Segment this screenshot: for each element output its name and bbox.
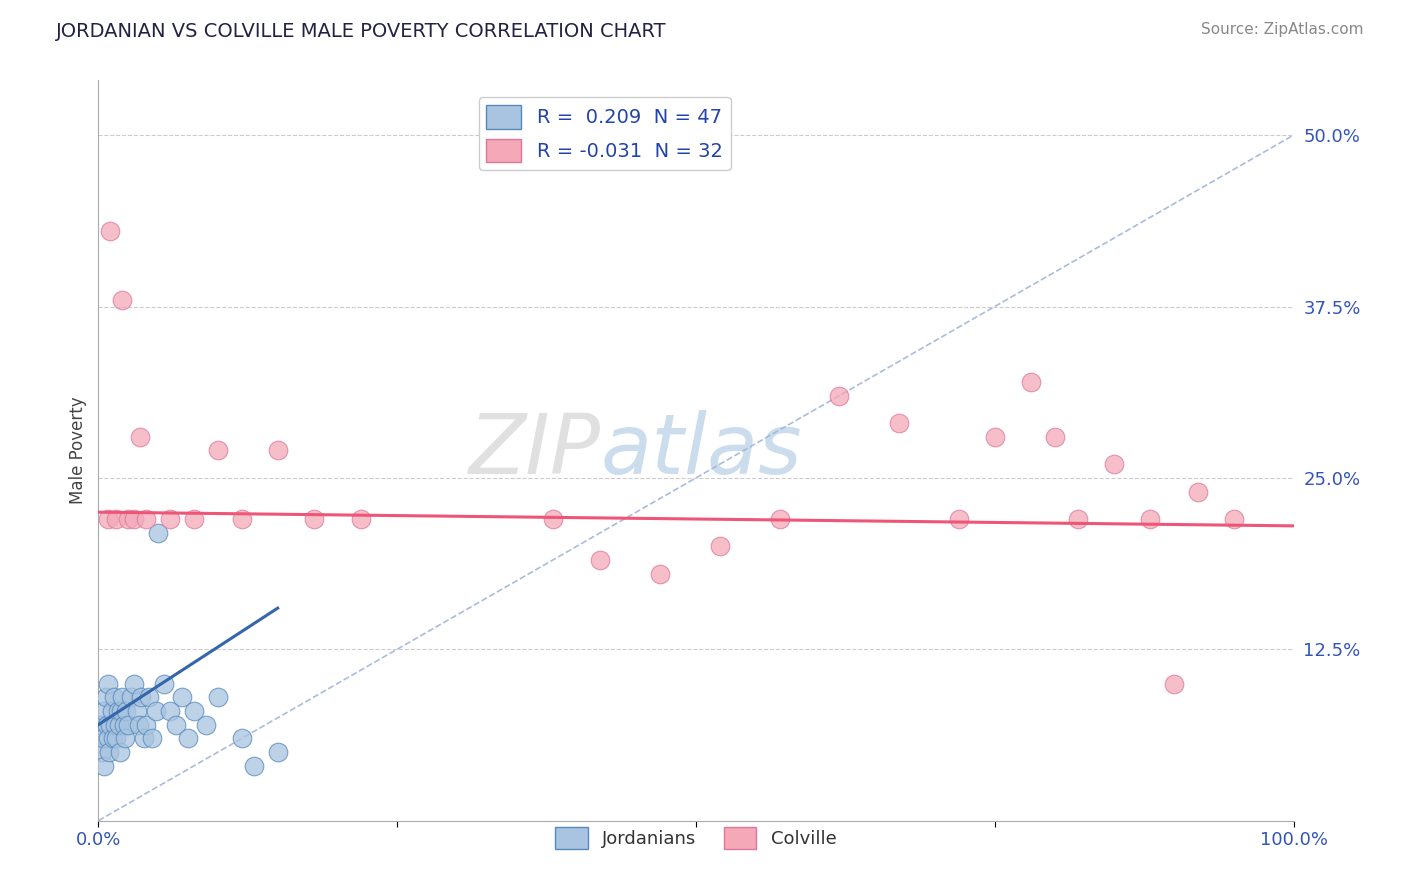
Point: [120, 690, 142, 705]
Point: [828, 389, 851, 403]
Legend: Jordanians, Colville: Jordanians, Colville: [548, 820, 844, 856]
Point: [91, 745, 114, 759]
Point: [125, 704, 148, 718]
Point: [207, 690, 229, 705]
Point: [93, 759, 115, 773]
Point: [124, 512, 146, 526]
Text: ZIP: ZIP: [468, 410, 600, 491]
Point: [117, 717, 139, 731]
Point: [183, 512, 205, 526]
Point: [231, 731, 253, 746]
Point: [267, 443, 290, 458]
Point: [98, 717, 122, 731]
Point: [93, 704, 115, 718]
Point: [98, 224, 122, 238]
Point: [112, 717, 135, 731]
Point: [138, 690, 160, 705]
Point: [1104, 457, 1126, 471]
Point: [108, 745, 131, 759]
Point: [172, 690, 194, 705]
Point: [94, 690, 117, 705]
Point: [115, 704, 138, 718]
Point: [135, 512, 157, 526]
Point: [132, 731, 155, 746]
Point: [107, 717, 129, 731]
Point: [97, 676, 120, 690]
Text: Source: ZipAtlas.com: Source: ZipAtlas.com: [1201, 22, 1364, 37]
Point: [141, 731, 163, 746]
Point: [90, 717, 112, 731]
Point: [267, 745, 290, 759]
Point: [177, 731, 200, 746]
Point: [207, 443, 229, 458]
Point: [231, 512, 253, 526]
Point: [165, 717, 187, 731]
Point: [1043, 430, 1066, 444]
Point: [589, 553, 612, 567]
Point: [648, 566, 672, 581]
Point: [135, 717, 157, 731]
Point: [107, 704, 129, 718]
Point: [100, 704, 122, 718]
Point: [541, 512, 564, 526]
Point: [110, 704, 132, 718]
Point: [98, 745, 121, 759]
Point: [105, 731, 128, 746]
Point: [145, 704, 167, 718]
Point: [114, 731, 136, 746]
Point: [104, 717, 127, 731]
Point: [768, 512, 790, 526]
Text: JORDANIAN VS COLVILLE MALE POVERTY CORRELATION CHART: JORDANIAN VS COLVILLE MALE POVERTY CORRE…: [56, 22, 666, 41]
Point: [195, 717, 218, 731]
Point: [101, 731, 124, 746]
Point: [243, 759, 266, 773]
Point: [1163, 676, 1185, 690]
Point: [302, 512, 325, 526]
Point: [1223, 512, 1246, 526]
Point: [948, 512, 970, 526]
Text: atlas: atlas: [600, 410, 801, 491]
Point: [111, 690, 134, 705]
Point: [153, 676, 176, 690]
Point: [183, 704, 205, 718]
Point: [131, 690, 153, 705]
Point: [159, 512, 181, 526]
Point: [159, 704, 181, 718]
Point: [889, 416, 911, 430]
Point: [91, 731, 114, 746]
Point: [97, 512, 120, 526]
Point: [97, 731, 120, 746]
Point: [148, 525, 170, 540]
Point: [1139, 512, 1161, 526]
Point: [111, 293, 134, 307]
Point: [128, 717, 150, 731]
Point: [1187, 484, 1209, 499]
Point: [124, 676, 146, 690]
Point: [984, 430, 1007, 444]
Point: [105, 512, 128, 526]
Y-axis label: Male Poverty: Male Poverty: [69, 397, 87, 504]
Point: [96, 717, 118, 731]
Point: [117, 512, 139, 526]
Point: [1019, 375, 1042, 389]
Point: [129, 430, 152, 444]
Point: [709, 540, 731, 554]
Point: [350, 512, 373, 526]
Point: [103, 690, 125, 705]
Point: [1067, 512, 1090, 526]
